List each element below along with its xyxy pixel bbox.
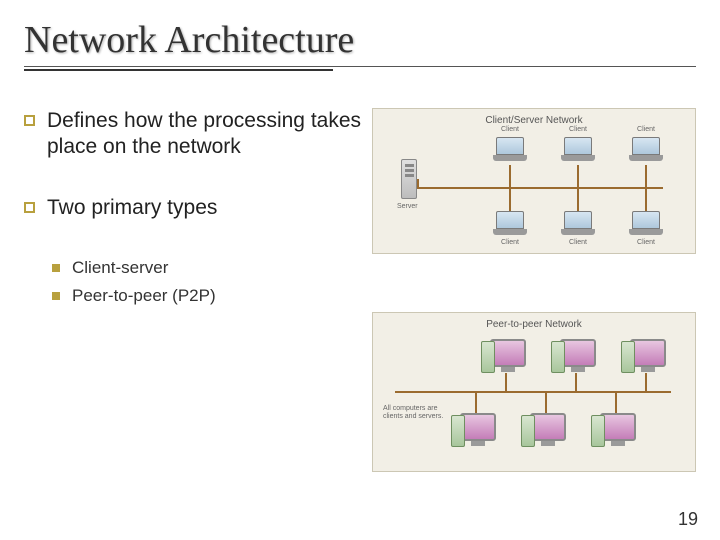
network-line <box>575 373 577 391</box>
peer-node <box>593 413 643 446</box>
bullet-text: Peer-to-peer (P2P) <box>72 285 216 307</box>
server-label: Server <box>397 203 418 210</box>
network-line <box>645 373 647 391</box>
node-label: Client <box>491 239 529 246</box>
network-line <box>577 165 579 187</box>
node-label: Client <box>627 126 665 133</box>
network-line <box>417 179 419 187</box>
peer-node <box>453 413 503 446</box>
diagram-title: Peer-to-peer Network <box>379 319 689 330</box>
bullet-marker-icon <box>52 292 60 300</box>
network-line <box>577 189 579 211</box>
bullet-level1: Defines how the processing takes place o… <box>24 108 364 159</box>
bullet-text: Two primary types <box>47 195 217 221</box>
slide-title: Network Architecture <box>24 18 696 62</box>
bullet-text: Client-server <box>72 257 168 279</box>
peer-node <box>483 339 533 372</box>
peer-node <box>553 339 603 372</box>
peer-node <box>523 413 573 446</box>
page-number: 19 <box>678 509 698 530</box>
image-column: Client/Server Network Client Client Clie… <box>372 108 696 472</box>
client-node: Client <box>491 211 529 239</box>
bullet-level2: Client-server <box>52 257 364 279</box>
node-label: Client <box>627 239 665 246</box>
network-line <box>615 393 617 413</box>
node-label: Client <box>491 126 529 133</box>
peer-to-peer-diagram: Peer-to-peer Network <box>372 312 696 472</box>
network-line <box>645 165 647 187</box>
bullet-level2: Peer-to-peer (P2P) <box>52 285 364 307</box>
client-server-diagram: Client/Server Network Client Client Clie… <box>372 108 696 254</box>
network-line <box>509 189 511 211</box>
client-node: Client <box>559 137 597 165</box>
text-column: Defines how the processing takes place o… <box>24 108 364 472</box>
network-line <box>645 189 647 211</box>
client-node: Client <box>627 137 665 165</box>
client-node: Client <box>559 211 597 239</box>
network-line <box>395 391 671 393</box>
bullet-marker-icon <box>24 202 35 213</box>
node-label: Client <box>559 126 597 133</box>
bullet-marker-icon <box>52 264 60 272</box>
client-node: Client <box>627 211 665 239</box>
content-row: Defines how the processing takes place o… <box>24 108 696 472</box>
slide: Network Architecture Defines how the pro… <box>0 0 720 540</box>
bullet-level1: Two primary types <box>24 195 364 221</box>
network-line <box>505 373 507 391</box>
diagram-title: Client/Server Network <box>379 115 689 126</box>
network-line <box>407 187 663 189</box>
peer-node <box>623 339 673 372</box>
bullet-text: Defines how the processing takes place o… <box>47 108 364 159</box>
title-underline <box>24 66 696 74</box>
server-node <box>401 159 417 199</box>
client-node: Client <box>491 137 529 165</box>
diagram-note: All computers are clients and servers. <box>383 405 447 421</box>
network-line <box>475 393 477 413</box>
node-label: Client <box>559 239 597 246</box>
bullet-marker-icon <box>24 115 35 126</box>
network-line <box>545 393 547 413</box>
network-line <box>509 165 511 187</box>
